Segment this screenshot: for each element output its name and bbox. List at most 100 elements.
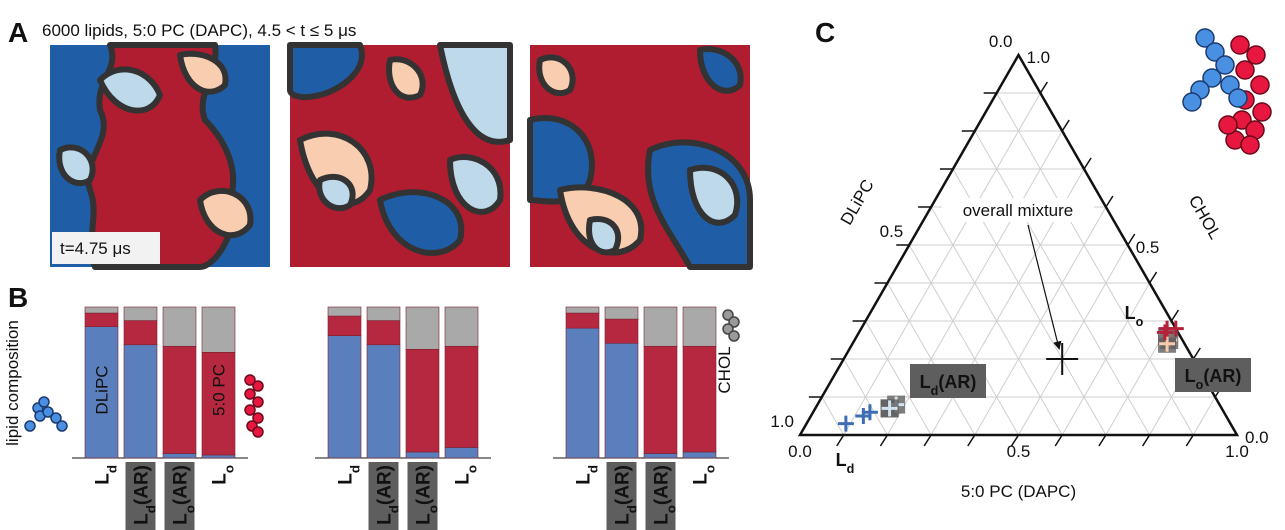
panel-letter: C [815, 17, 835, 48]
time-label: t=4.75 μs [60, 239, 131, 258]
grid-line [908, 244, 1019, 436]
annotation-arrow [1027, 224, 1062, 350]
tick-label: 0.5 [1007, 442, 1031, 461]
axis-label: 5:0 PC (DAPC) [961, 482, 1076, 501]
x-tick-label: Ld(AR) [132, 465, 159, 525]
point [1156, 324, 1173, 341]
tick-mark [1061, 119, 1070, 132]
tick-mark [1083, 157, 1092, 170]
grid-line [821, 396, 845, 436]
bar-segment [565, 312, 600, 329]
molecule-icon [244, 374, 264, 438]
bar-segment [327, 335, 362, 459]
bar-segment [444, 447, 479, 459]
x-tick-label: Ld [574, 465, 601, 485]
category-box [368, 462, 399, 530]
bar-segment [682, 451, 717, 459]
bar-segment [643, 345, 678, 454]
bar-segment [682, 306, 717, 347]
snapshot-title: 6000 lipids, 5:0 PC (DAPC), 4.5 < t ≤ 5 … [42, 21, 356, 40]
tick-mark [1054, 434, 1063, 447]
triangle [797, 52, 1240, 437]
tick-mark [1098, 434, 1107, 447]
molecule-icon [722, 309, 740, 342]
bar-segment [201, 454, 236, 459]
panel-letter: B [8, 282, 28, 313]
grid-line [1018, 244, 1129, 436]
bar-segment [366, 320, 401, 346]
tick-mark [1105, 195, 1114, 208]
bar-segment [84, 306, 119, 314]
point [837, 415, 854, 432]
bar-segment [444, 345, 479, 448]
bar-segment [201, 306, 236, 353]
tick-label: 1.0 [1027, 48, 1051, 67]
tick-mark [1185, 434, 1194, 447]
bar-segment [444, 306, 479, 347]
x-tick-label: Ld(AR) [375, 465, 402, 525]
bar-segment [366, 306, 401, 321]
legend-label: DLiPC [93, 365, 112, 414]
grid-line [1192, 396, 1216, 436]
bar-segment [327, 306, 362, 317]
bar-segment [162, 345, 197, 454]
molecule-icon [24, 396, 68, 432]
tick-mark [1039, 81, 1048, 94]
x-tick-label: Lo(AR) [414, 465, 441, 525]
ternary-grid [821, 92, 1216, 436]
series-label: Ld(AR) [920, 372, 977, 398]
tick-mark [1170, 309, 1180, 322]
bar-segment [366, 344, 401, 459]
bar-segment [604, 342, 639, 459]
tick-label: 0.0 [1245, 428, 1269, 447]
bar-segment [604, 318, 639, 344]
bar-segment [565, 327, 600, 459]
bar-segment [565, 306, 600, 314]
grid-line [843, 92, 1041, 436]
tick-mark [1141, 434, 1151, 447]
tick-label: 0.5 [880, 222, 904, 241]
tick-label: 1.0 [770, 412, 794, 431]
legend-label: 5:0 PC [210, 364, 229, 416]
bar-segment [162, 306, 197, 347]
bar-segment [327, 315, 362, 336]
x-tick-label: Lo [691, 465, 718, 485]
annotation: overall mixture [963, 201, 1074, 220]
series-label: Lo(AR) [1185, 366, 1242, 392]
tick-mark [967, 434, 976, 447]
panel-letter: A [8, 17, 28, 48]
point [1167, 320, 1184, 337]
bar-segment [162, 453, 197, 459]
category-box [164, 462, 195, 530]
x-tick-label: Lo(AR) [171, 465, 198, 525]
legend-label: CHOL [715, 346, 734, 393]
category-box [125, 462, 156, 530]
tick-label: 0.5 [1136, 238, 1160, 257]
tick-mark [879, 434, 889, 447]
bar-segment [84, 312, 119, 327]
grid-line [1061, 282, 1151, 436]
axis-label: CHOL [1185, 192, 1225, 242]
bar-segment [123, 320, 158, 346]
point [855, 408, 872, 424]
series-label: Lo [1125, 303, 1144, 329]
tick-mark [923, 434, 932, 447]
tick-label: 1.0 [1225, 442, 1249, 461]
tick-label: 0.0 [989, 32, 1013, 51]
category-box [645, 462, 676, 530]
snapshot [527, 45, 753, 270]
snapshot [287, 42, 513, 267]
tick-mark [1010, 434, 1020, 447]
bar-segment [405, 306, 440, 350]
tick-mark [836, 434, 845, 447]
x-tick-label: Lo [453, 465, 480, 485]
tick-mark [1192, 347, 1201, 360]
grid-line [865, 320, 932, 436]
bar-segment [405, 348, 440, 453]
grid-line [996, 92, 1194, 436]
y-axis-label: lipid composition [3, 320, 22, 446]
molecule-icon [1182, 28, 1272, 155]
grid-line [886, 282, 976, 436]
bar-segment [682, 345, 717, 453]
